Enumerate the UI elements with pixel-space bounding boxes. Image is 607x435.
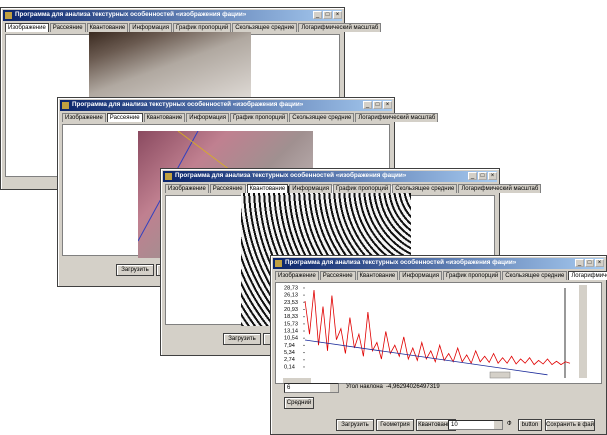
y-tick-label: 2,74 — [284, 357, 295, 363]
y-tick-label: 13,14 — [284, 329, 298, 335]
scroll-arrows — [490, 372, 510, 378]
y-tick-label: 7,94 — [284, 343, 295, 349]
y-tick-label: 26,13 — [284, 293, 298, 299]
desktop: Программа для анализа текстурных особенн… — [0, 0, 607, 435]
y-tick-label: 5,34 — [284, 350, 295, 356]
scrollbar — [579, 285, 587, 378]
y-tick-label: 23,53 — [284, 300, 298, 306]
data-line — [305, 290, 570, 365]
scrollbar — [283, 378, 311, 383]
y-tick-label: 20,93 — [284, 307, 298, 313]
y-tick-label: 0,14 — [284, 364, 295, 370]
y-tick-label: 28,73 — [284, 285, 298, 291]
y-tick-label: 15,73 — [284, 321, 298, 327]
y-tick-label: 10,54 — [284, 336, 298, 342]
y-tick-label: 18,33 — [284, 314, 298, 320]
plot: 28,73 26,1323,5320,9318,3315,73 13,1410,54… — [0, 0, 607, 435]
